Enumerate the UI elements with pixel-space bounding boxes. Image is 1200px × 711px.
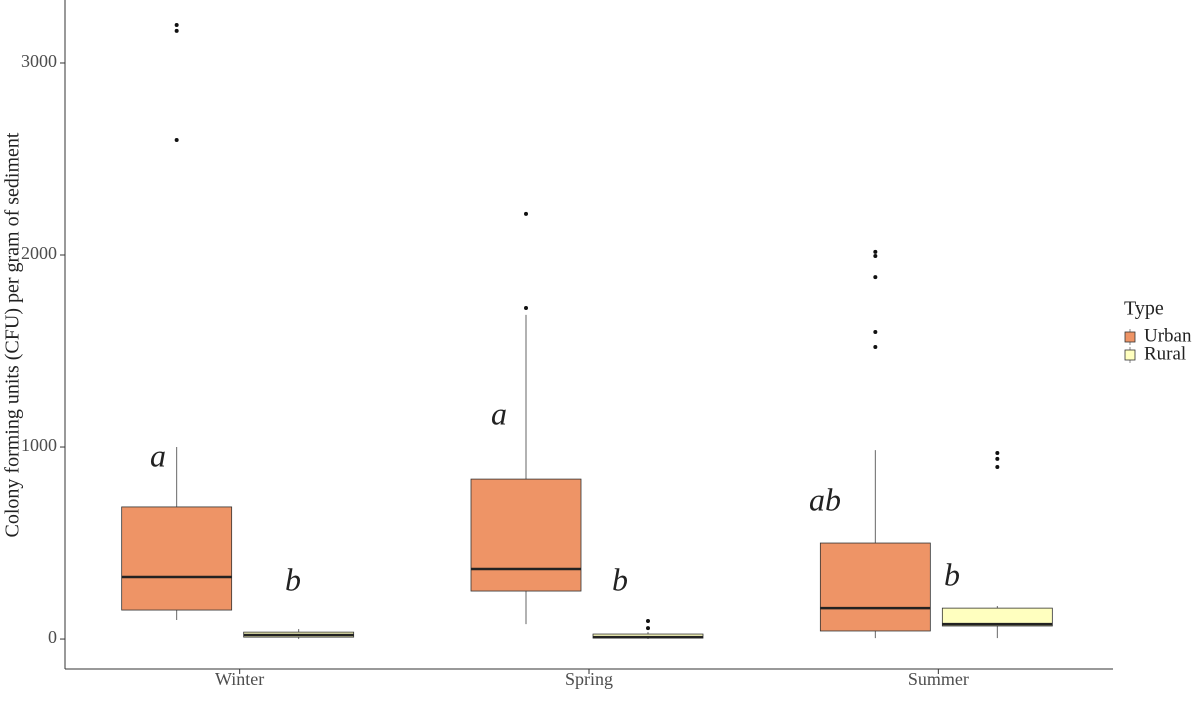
- outlier: [174, 22, 179, 27]
- y-tick-label: 0: [48, 627, 57, 647]
- outlier: [873, 253, 878, 258]
- outlier: [873, 344, 878, 349]
- outlier: [995, 464, 1000, 469]
- y-tick-label: 1000: [21, 435, 57, 455]
- box: [941, 607, 1053, 627]
- annotation: b: [944, 556, 960, 592]
- outlier: [646, 618, 650, 623]
- legend-title: Type: [1124, 298, 1164, 320]
- y-axis-title: Colony forming units (CFU) per gram of s…: [2, 132, 24, 537]
- outlier: [646, 626, 650, 631]
- annotation: b: [285, 561, 301, 597]
- x-tick-label: Winter: [215, 669, 264, 689]
- legend-label: Urban: [1144, 325, 1192, 346]
- outlier: [995, 450, 1000, 455]
- annotation: a: [491, 395, 507, 431]
- box: [121, 506, 233, 611]
- outlier: [995, 456, 1000, 461]
- annotation: a: [150, 437, 166, 473]
- y-tick-label: 3000: [21, 51, 57, 71]
- legend-label: Rural: [1144, 343, 1186, 364]
- box: [470, 478, 582, 592]
- legend-key: [1124, 331, 1136, 343]
- outlier: [524, 211, 528, 216]
- annotation: ab: [809, 481, 841, 517]
- outlier: [873, 330, 878, 335]
- legend-key: [1124, 349, 1136, 361]
- outlier: [873, 249, 878, 254]
- outlier: [524, 306, 528, 311]
- box: [819, 542, 931, 632]
- outlier: [174, 137, 179, 142]
- outlier: [873, 275, 878, 280]
- outlier: [174, 28, 179, 33]
- y-tick-label: 2000: [21, 243, 57, 263]
- annotation: b: [612, 561, 628, 597]
- x-tick-label: Summer: [908, 669, 969, 689]
- x-tick-label: Spring: [565, 669, 613, 689]
